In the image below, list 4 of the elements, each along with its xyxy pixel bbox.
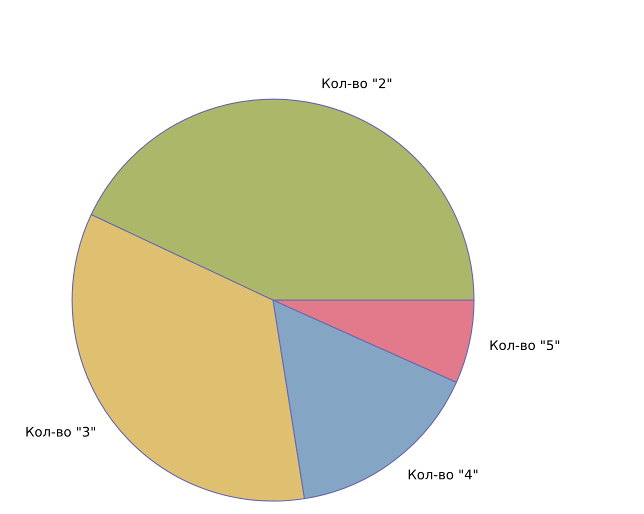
slice-label: Кол-во "2" (322, 78, 392, 88)
slice-label: Кол-во "4" (408, 470, 478, 480)
slice-label: Кол-во "5" (490, 340, 560, 350)
slice-label: Кол-во "3" (26, 426, 96, 437)
